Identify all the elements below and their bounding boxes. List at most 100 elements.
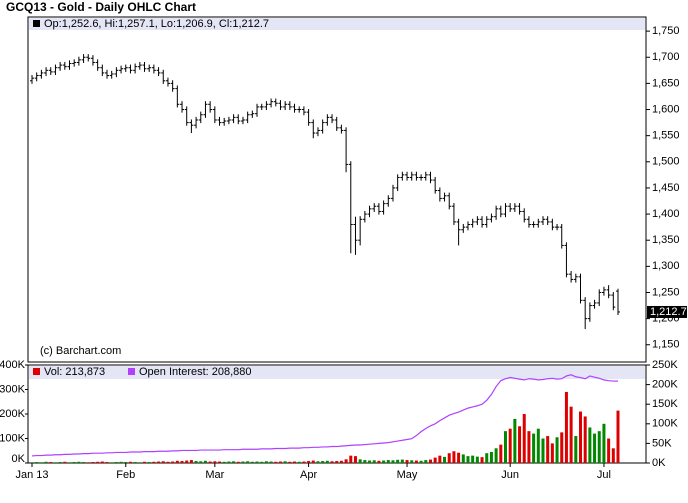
volume-bar [536, 428, 540, 463]
volume-bar [475, 456, 479, 463]
volume-bar [447, 453, 451, 463]
volume-bar [513, 418, 517, 463]
volume-bar [368, 460, 372, 463]
volume-bar [339, 460, 343, 463]
volume-bar [466, 456, 470, 463]
volume-bar [424, 460, 428, 463]
volume-bar [232, 461, 236, 463]
volume-bar [335, 461, 339, 463]
volume-bar [218, 461, 222, 463]
price-panel [27, 16, 647, 363]
open-interest-line [31, 374, 619, 457]
volume-bar [302, 461, 306, 463]
volume-bar [189, 460, 193, 463]
volume-bar [114, 462, 118, 463]
volume-bar [588, 427, 592, 463]
volume-bar [508, 428, 512, 463]
volume-bar [518, 426, 522, 463]
legend-label: Op:1,252.6, Hi:1,257.1, Lo:1,206.9, Cl:1… [44, 18, 269, 30]
legend-swatch [33, 20, 40, 27]
volume-bar [353, 456, 357, 463]
volume-bar [227, 461, 231, 463]
volume-bar [91, 462, 95, 463]
chart-title: GCQ13 - Gold - Daily OHLC Chart [6, 0, 196, 14]
volume-bar [311, 460, 315, 463]
volume-bar [105, 462, 109, 463]
volume-bar [428, 459, 432, 463]
volume-bar [96, 461, 100, 463]
y-tick-label: 0K [12, 453, 26, 465]
legend-swatch [33, 368, 40, 375]
volume-bar [124, 462, 128, 463]
volume-bar [349, 455, 353, 463]
volume-bar [171, 461, 175, 463]
volume-bar [433, 457, 437, 463]
volume-bar [569, 406, 573, 463]
volume-bar [564, 391, 568, 463]
volume-bar [532, 433, 536, 463]
volume-bar [400, 459, 404, 463]
volume-bar [485, 453, 489, 463]
volume-bar [250, 461, 254, 463]
volume-bar [269, 461, 273, 463]
y-tick-label: 1,600 [652, 103, 680, 115]
volume-bar [133, 462, 137, 463]
volume-bar [157, 461, 161, 463]
volume-bar [386, 460, 390, 463]
volume-bar [82, 462, 86, 463]
volume-bar [297, 461, 301, 463]
y-tick-label: 250K [652, 359, 678, 371]
volume-bar [597, 431, 601, 463]
volume-bar [128, 461, 132, 463]
y-tick-label: 150K [652, 398, 678, 410]
volume-bar [68, 462, 72, 463]
volume-bar [405, 460, 409, 463]
volume-bar [49, 462, 53, 463]
y-tick-label: 1,450 [652, 182, 680, 194]
x-tick-label: Apr [300, 469, 317, 481]
volume-bar [382, 460, 386, 463]
volume-bar [316, 461, 320, 463]
volume-bar [236, 461, 240, 463]
annotation: (c) Barchart.com [40, 345, 121, 357]
volume-bar [166, 461, 170, 463]
volume-bar [30, 462, 34, 463]
volume-bar [161, 461, 165, 463]
volume-bar [53, 462, 57, 463]
volume-bar [260, 461, 264, 463]
y-tick-label: 200K [652, 379, 678, 391]
volume-bar [325, 460, 329, 463]
last-price-box [647, 305, 687, 318]
y-tick-label: 1,500 [652, 156, 680, 168]
volume-bar [611, 448, 615, 463]
volume-bar [264, 461, 268, 463]
y-tick-label: 300K [0, 383, 26, 395]
volume-bar [222, 461, 226, 463]
volume-bar [147, 462, 151, 463]
volume-bar [143, 461, 147, 463]
volume-bar [452, 451, 456, 463]
legend-label: Vol: 213,873 [44, 366, 105, 378]
volume-bar [499, 444, 503, 463]
volume-bar [593, 433, 597, 463]
volume-bar [194, 461, 198, 463]
y-tick-label: 1,550 [652, 130, 680, 142]
volume-bar [330, 461, 334, 463]
volume-bar [546, 436, 550, 463]
volume-bar [560, 432, 564, 463]
volume-bar [457, 452, 461, 463]
volume-bar [307, 461, 311, 463]
volume-bar [274, 461, 278, 463]
volume-bar [372, 460, 376, 463]
y-tick-label: 1,650 [652, 77, 680, 89]
volume-bar [503, 431, 507, 463]
volume-bar [419, 460, 423, 463]
volume-bar [208, 461, 212, 463]
volume-bar [414, 460, 418, 463]
volume-bar [246, 461, 250, 463]
volume-bar [583, 416, 587, 463]
volume-bar [241, 461, 245, 463]
volume-bar [616, 410, 620, 463]
x-tick-label: Jan 13 [15, 469, 48, 481]
